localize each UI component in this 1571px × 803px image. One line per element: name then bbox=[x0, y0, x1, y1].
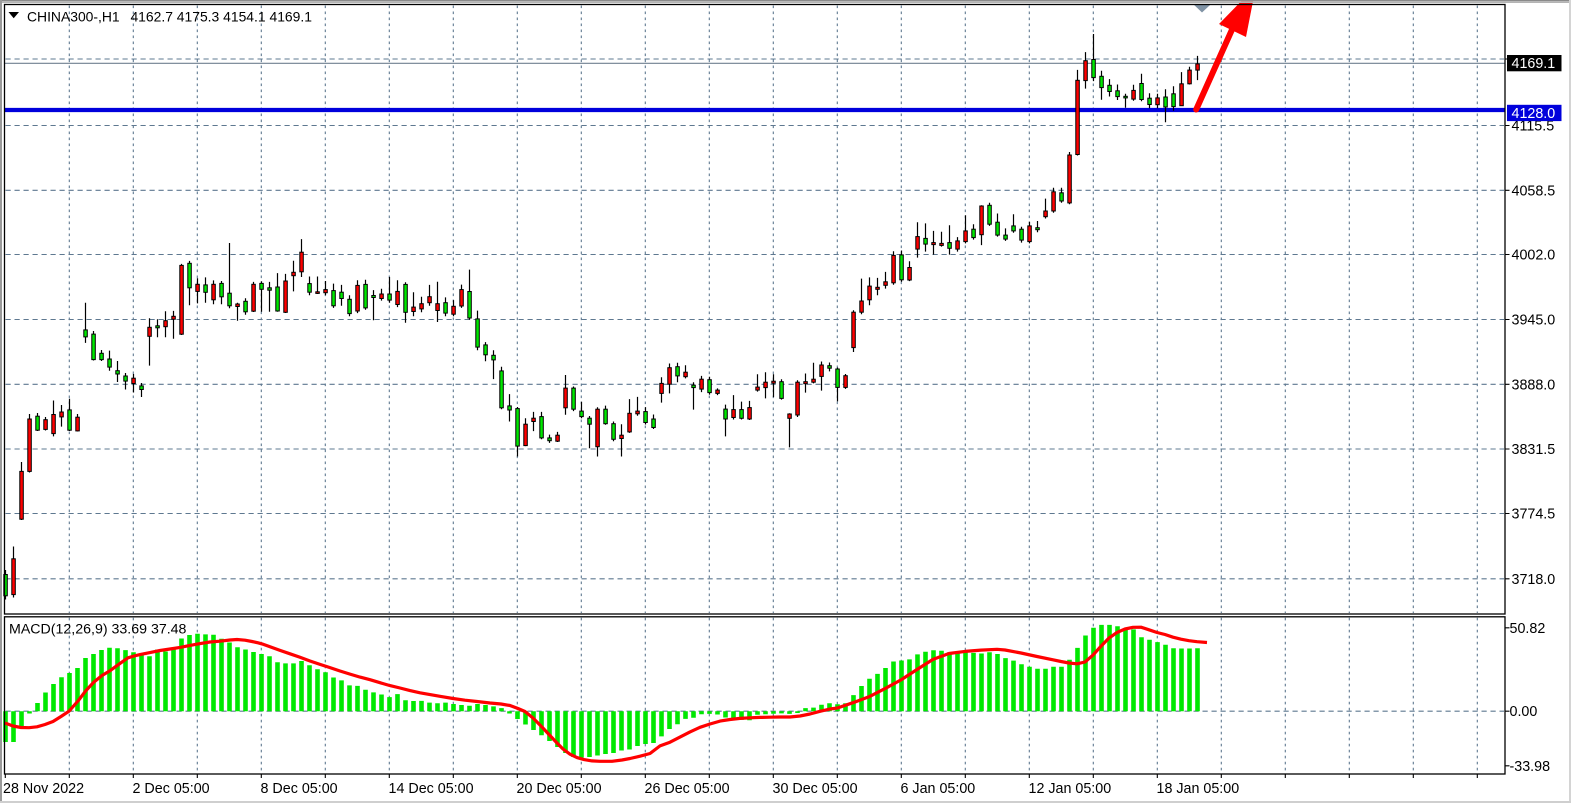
svg-text:4002.0: 4002.0 bbox=[1512, 248, 1556, 264]
svg-text:50.82: 50.82 bbox=[1510, 621, 1546, 637]
svg-text:3718.0: 3718.0 bbox=[1512, 572, 1556, 588]
svg-text:CHINA300-,H1 4162.7 4175.3 41: CHINA300-,H1 4162.7 4175.3 4154.1 4169.1 bbox=[27, 9, 312, 25]
svg-text:8 Dec 05:00: 8 Dec 05:00 bbox=[261, 781, 338, 797]
svg-text:18 Jan 05:00: 18 Jan 05:00 bbox=[1157, 781, 1240, 797]
svg-text:30 Dec 05:00: 30 Dec 05:00 bbox=[773, 781, 858, 797]
svg-text:3888.0: 3888.0 bbox=[1512, 377, 1556, 393]
svg-text:3945.0: 3945.0 bbox=[1512, 313, 1556, 329]
svg-text:12 Jan 05:00: 12 Jan 05:00 bbox=[1029, 781, 1112, 797]
svg-text:4128.0: 4128.0 bbox=[1512, 106, 1556, 122]
svg-text:6 Jan 05:00: 6 Jan 05:00 bbox=[901, 781, 976, 797]
svg-text:4058.5: 4058.5 bbox=[1512, 183, 1556, 199]
svg-text:4169.1: 4169.1 bbox=[1512, 56, 1556, 72]
svg-text:4115.5: 4115.5 bbox=[1512, 119, 1555, 135]
svg-text:-33.98: -33.98 bbox=[1510, 759, 1551, 775]
svg-text:20 Dec 05:00: 20 Dec 05:00 bbox=[517, 781, 602, 797]
svg-text:26 Dec 05:00: 26 Dec 05:00 bbox=[645, 781, 730, 797]
svg-text:3774.5: 3774.5 bbox=[1512, 507, 1556, 523]
svg-text:3831.5: 3831.5 bbox=[1512, 442, 1556, 458]
svg-text:28 Nov 2022: 28 Nov 2022 bbox=[3, 781, 84, 797]
svg-text:0.00: 0.00 bbox=[1510, 704, 1538, 720]
svg-text:MACD(12,26,9) 33.69 37.48: MACD(12,26,9) 33.69 37.48 bbox=[9, 622, 187, 638]
svg-text:14 Dec 05:00: 14 Dec 05:00 bbox=[389, 781, 474, 797]
svg-text:2 Dec 05:00: 2 Dec 05:00 bbox=[133, 781, 210, 797]
